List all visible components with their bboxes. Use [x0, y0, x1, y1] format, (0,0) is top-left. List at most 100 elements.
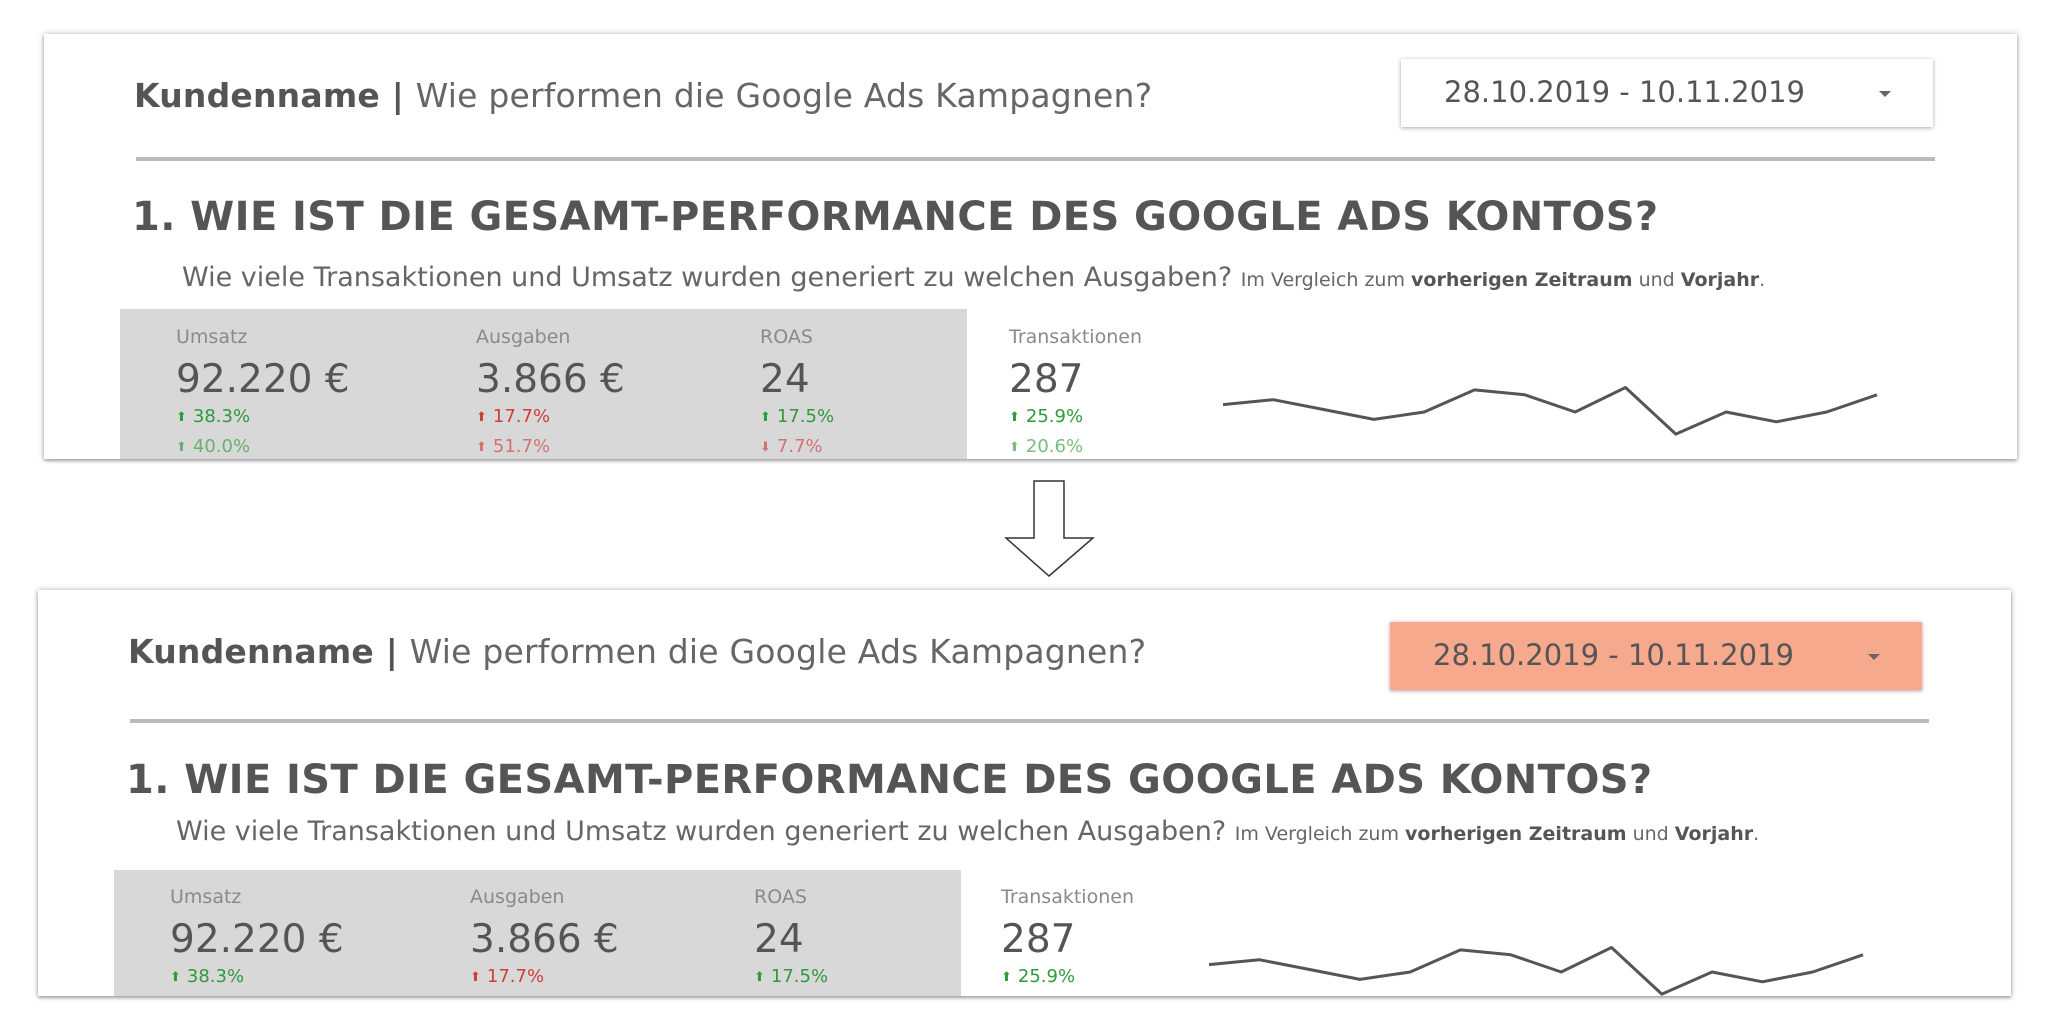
kpi-roas: ROAS 24 ⬆ 17.5% ⬇ 7.7% — [760, 326, 834, 457]
kpi-transaktionen: Transaktionen 287 ⬆ 25.9% — [1001, 886, 1134, 987]
header-separator: | — [380, 76, 416, 115]
arrow-up-icon: ⬆ — [176, 410, 187, 425]
kpi-scorecard-background — [120, 309, 967, 459]
header-divider — [130, 719, 1929, 723]
client-name: Kundenname — [134, 76, 381, 115]
dropdown-caret-icon — [1879, 91, 1891, 97]
arrow-up-icon: ⬆ — [1001, 970, 1012, 985]
arrow-down-icon: ⬇ — [760, 440, 771, 455]
kpi-delta-previous: ⬆ 17.5% — [754, 966, 828, 987]
arrow-up-icon: ⬆ — [1009, 410, 1020, 425]
kpi-delta-value: 38.3% — [186, 966, 245, 987]
compare-year: Vorjahr — [1674, 823, 1754, 845]
kpi-value: 24 — [760, 357, 810, 402]
compare-note: Im Vergleich zum vorherigen Zeitraum und… — [1241, 269, 1765, 291]
compare-prefix: Im Vergleich zum — [1234, 823, 1399, 845]
kpi-delta-value: 25.9% — [1017, 966, 1076, 987]
kpi-value: 92.220 € — [176, 357, 350, 402]
dashboard-panel-after: Kundenname | Wie performen die Google Ad… — [38, 590, 2011, 996]
kpi-scorecard-background — [114, 870, 961, 996]
sparkline-series-line — [1208, 946, 1864, 996]
arrow-up-icon: ⬆ — [1009, 440, 1020, 455]
compare-end: . — [1759, 269, 1766, 291]
date-range-picker[interactable]: 28.10.2019 - 10.11.2019 — [1401, 59, 1933, 127]
kpi-label: Umsatz — [176, 326, 248, 348]
kpi-label: Umsatz — [170, 886, 242, 908]
dashboard-panel-before: Kundenname | Wie performen die Google Ad… — [44, 34, 2017, 459]
section-question: Wie viele Transaktionen und Umsatz wurde… — [176, 816, 1227, 847]
kpi-value: 24 — [754, 917, 804, 962]
section-title: 1. WIE IST DIE GESAMT-PERFORMANCE DES GO… — [132, 194, 1659, 240]
kpi-delta-previous: ⬆ 38.3% — [170, 966, 344, 987]
transactions-sparkline — [1222, 386, 1878, 436]
kpi-umsatz: Umsatz 92.220 € ⬆ 38.3% ⬆ 40.0% — [176, 326, 350, 457]
arrow-up-icon: ⬆ — [476, 410, 487, 425]
compare-and: und — [1638, 269, 1675, 291]
date-range-label: 28.10.2019 - 10.11.2019 — [1444, 75, 1805, 109]
kpi-label: ROAS — [760, 326, 813, 348]
section-question: Wie viele Transaktionen und Umsatz wurde… — [182, 262, 1233, 293]
kpi-delta-value: 17.7% — [492, 406, 551, 427]
kpi-delta-previous: ⬆ 25.9% — [1009, 406, 1142, 427]
header-question: Wie performen die Google Ads Kampagnen? — [415, 76, 1153, 115]
kpi-delta-previous: ⬆ 17.7% — [476, 406, 625, 427]
kpi-delta-previous: ⬆ 38.3% — [176, 406, 350, 427]
kpi-delta-previous: ⬆ 25.9% — [1001, 966, 1134, 987]
section-subtitle: Wie viele Transaktionen und Umsatz wurde… — [176, 816, 1759, 847]
kpi-ausgaben: Ausgaben 3.866 € ⬆ 17.7% ⬆ 51.7% — [476, 326, 625, 457]
kpi-label: Ausgaben — [476, 326, 571, 348]
kpi-value: 92.220 € — [170, 917, 344, 962]
kpi-label: Ausgaben — [470, 886, 565, 908]
section-title: 1. WIE IST DIE GESAMT-PERFORMANCE DES GO… — [126, 757, 1653, 803]
kpi-umsatz: Umsatz 92.220 € ⬆ 38.3% — [170, 886, 344, 987]
arrow-up-icon: ⬆ — [760, 410, 771, 425]
arrow-up-icon: ⬆ — [470, 970, 481, 985]
kpi-delta-previous: ⬆ 17.7% — [470, 966, 619, 987]
compare-prev: vorherigen Zeitraum — [1405, 823, 1627, 845]
kpi-value: 287 — [1001, 917, 1076, 962]
compare-prefix: Im Vergleich zum — [1240, 269, 1405, 291]
transactions-sparkline — [1208, 946, 1864, 996]
kpi-roas: ROAS 24 ⬆ 17.5% — [754, 886, 828, 987]
kpi-ausgaben: Ausgaben 3.866 € ⬆ 17.7% — [470, 886, 619, 987]
header-separator: | — [374, 632, 410, 671]
kpi-value: 287 — [1009, 357, 1084, 402]
kpi-value: 3.866 € — [470, 917, 619, 962]
kpi-delta-previous: ⬆ 17.5% — [760, 406, 834, 427]
kpi-label: Transaktionen — [1009, 326, 1142, 348]
dropdown-caret-icon — [1868, 654, 1880, 660]
compare-note: Im Vergleich zum vorherigen Zeitraum und… — [1235, 823, 1759, 845]
kpi-transaktionen: Transaktionen 287 ⬆ 25.9% ⬆ 20.6% — [1009, 326, 1142, 457]
arrow-up-icon: ⬆ — [176, 440, 187, 455]
arrow-up-icon: ⬆ — [754, 970, 765, 985]
kpi-delta-value: 38.3% — [192, 406, 251, 427]
kpi-delta-year: ⬇ 7.7% — [760, 436, 834, 457]
arrow-down-icon — [1004, 480, 1096, 577]
kpi-delta-value: 17.7% — [486, 966, 545, 987]
header-divider — [136, 157, 1935, 161]
kpi-label: Transaktionen — [1001, 886, 1134, 908]
compare-prev: vorherigen Zeitraum — [1411, 269, 1633, 291]
kpi-delta-year: ⬆ 40.0% — [176, 436, 350, 457]
arrow-up-icon: ⬆ — [170, 970, 181, 985]
kpi-delta2-value: 7.7% — [776, 436, 823, 457]
section-subtitle: Wie viele Transaktionen und Umsatz wurde… — [182, 262, 1765, 293]
kpi-delta-value: 17.5% — [770, 966, 829, 987]
kpi-delta-year: ⬆ 51.7% — [476, 436, 625, 457]
kpi-value: 3.866 € — [476, 357, 625, 402]
compare-and: und — [1632, 823, 1669, 845]
report-header: Kundenname | Wie performen die Google Ad… — [134, 76, 1152, 115]
kpi-delta-year: ⬆ 20.6% — [1009, 436, 1142, 457]
client-name: Kundenname — [128, 632, 375, 671]
kpi-delta-value: 17.5% — [776, 406, 835, 427]
date-range-picker-highlighted[interactable]: 28.10.2019 - 10.11.2019 — [1390, 622, 1922, 690]
kpi-label: ROAS — [754, 886, 807, 908]
kpi-delta2-value: 20.6% — [1025, 436, 1084, 457]
date-range-label: 28.10.2019 - 10.11.2019 — [1433, 638, 1794, 672]
kpi-delta2-value: 40.0% — [192, 436, 251, 457]
kpi-delta2-value: 51.7% — [492, 436, 551, 457]
arrow-up-icon: ⬆ — [476, 440, 487, 455]
report-header: Kundenname | Wie performen die Google Ad… — [128, 632, 1146, 671]
compare-year: Vorjahr — [1680, 269, 1760, 291]
kpi-delta-value: 25.9% — [1025, 406, 1084, 427]
